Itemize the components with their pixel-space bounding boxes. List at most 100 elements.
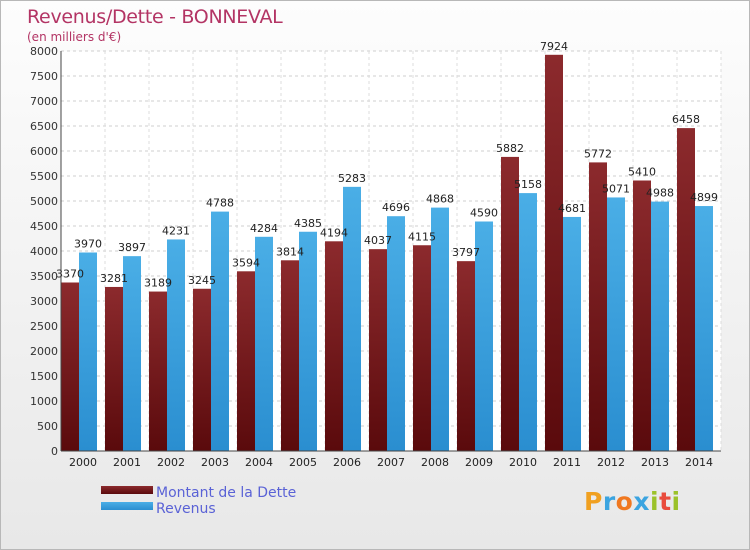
- bar-revenus: [607, 197, 625, 451]
- y-tick-label: 1000: [30, 395, 58, 408]
- bar-dette: [677, 128, 695, 451]
- bar-revenus: [211, 211, 229, 451]
- data-label: 4284: [250, 222, 278, 235]
- y-tick-label: 5500: [30, 170, 58, 183]
- data-label: 3245: [188, 274, 216, 287]
- y-tick-label: 6000: [30, 145, 58, 158]
- bar-dette: [281, 260, 299, 451]
- data-label: 3594: [232, 256, 260, 269]
- x-tick-label: 2001: [113, 456, 141, 469]
- bar-dette: [633, 180, 651, 451]
- x-tick-label: 2004: [245, 456, 273, 469]
- logo-letter: o: [615, 487, 634, 516]
- bar-dette: [589, 162, 607, 451]
- data-label: 4681: [558, 202, 586, 215]
- data-label: 4868: [426, 193, 454, 206]
- y-tick-label: 3500: [30, 270, 58, 283]
- data-label: 7924: [540, 40, 568, 53]
- data-label: 4696: [382, 201, 410, 214]
- data-label: 4899: [690, 191, 718, 204]
- y-tick-label: 4500: [30, 220, 58, 233]
- data-label: 5772: [584, 147, 612, 160]
- x-tick-label: 2013: [641, 456, 669, 469]
- legend-label-dette: Montant de la Dette: [156, 485, 297, 501]
- legend-swatch-revenus: [101, 502, 153, 510]
- bar-revenus: [563, 216, 581, 451]
- bar-revenus: [167, 239, 185, 451]
- y-tick-label: 7500: [30, 70, 58, 83]
- data-label: 4231: [162, 224, 190, 237]
- bar-dette: [325, 241, 343, 451]
- data-label: 3897: [118, 241, 146, 254]
- x-tick-label: 2008: [421, 456, 449, 469]
- y-tick-label: 2000: [30, 345, 58, 358]
- bar-revenus: [299, 231, 317, 451]
- y-tick-label: 4000: [30, 245, 58, 258]
- bar-dette: [545, 54, 563, 452]
- bar-revenus: [475, 221, 493, 451]
- bar-dette: [237, 271, 255, 451]
- x-tick-label: 2006: [333, 456, 361, 469]
- y-tick-label: 1500: [30, 370, 58, 383]
- bar-dette: [369, 249, 387, 451]
- data-label: 6458: [672, 113, 700, 126]
- chart-title: Revenus/Dette - BONNEVAL: [27, 6, 283, 28]
- data-label: 5283: [338, 172, 366, 185]
- bar-revenus: [519, 193, 537, 451]
- x-tick-label: 2014: [685, 456, 713, 469]
- data-label: 3370: [56, 268, 84, 281]
- bar-dette: [61, 282, 79, 451]
- x-tick-label: 2011: [553, 456, 581, 469]
- bar-dette: [413, 245, 431, 451]
- logo-letter: i: [671, 487, 681, 516]
- bar-dette: [149, 291, 167, 451]
- bar-revenus: [255, 236, 273, 451]
- data-label: 4115: [408, 230, 436, 243]
- data-label: 4788: [206, 197, 234, 210]
- logo-letter: i: [650, 487, 660, 516]
- y-tick-label: 3000: [30, 295, 58, 308]
- bar-revenus: [431, 207, 449, 451]
- data-label: 5158: [514, 178, 542, 191]
- bar-dette: [193, 288, 211, 451]
- bar-revenus: [651, 201, 669, 451]
- bar-dette: [457, 261, 475, 451]
- data-label: 3189: [144, 277, 172, 290]
- data-label: 3814: [276, 245, 304, 258]
- x-tick-label: 2009: [465, 456, 493, 469]
- x-tick-label: 2010: [509, 456, 537, 469]
- data-label: 3970: [74, 238, 102, 251]
- legend-label-revenus: Revenus: [156, 501, 216, 517]
- bar-revenus: [79, 252, 97, 451]
- y-tick-label: 6500: [30, 120, 58, 133]
- bar-revenus: [123, 256, 141, 451]
- x-tick-label: 2002: [157, 456, 185, 469]
- data-label: 4590: [470, 207, 498, 220]
- data-label: 3281: [100, 272, 128, 285]
- y-tick-label: 7000: [30, 95, 58, 108]
- data-label: 5882: [496, 142, 524, 155]
- data-label: 4988: [646, 187, 674, 200]
- data-label: 3797: [452, 246, 480, 259]
- logo-letter: r: [602, 487, 616, 516]
- y-tick-label: 500: [37, 420, 58, 433]
- x-tick-label: 2012: [597, 456, 625, 469]
- data-label: 5071: [602, 182, 630, 195]
- bar-dette: [105, 286, 123, 451]
- bar-revenus: [343, 186, 361, 451]
- y-tick-label: 2500: [30, 320, 58, 333]
- x-tick-label: 2003: [201, 456, 229, 469]
- chart-subtitle: (en milliers d'€): [27, 30, 122, 44]
- bar-revenus: [387, 216, 405, 451]
- data-label: 5410: [628, 166, 656, 179]
- y-tick-label: 8000: [30, 45, 58, 58]
- data-label: 4385: [294, 217, 322, 230]
- logo-letter: t: [659, 487, 672, 516]
- logo-letter: P: [584, 487, 603, 516]
- y-tick-label: 0: [51, 445, 58, 458]
- x-tick-label: 2000: [69, 456, 97, 469]
- proxiti-logo: Proxiti: [584, 487, 681, 516]
- data-label: 4194: [320, 226, 348, 239]
